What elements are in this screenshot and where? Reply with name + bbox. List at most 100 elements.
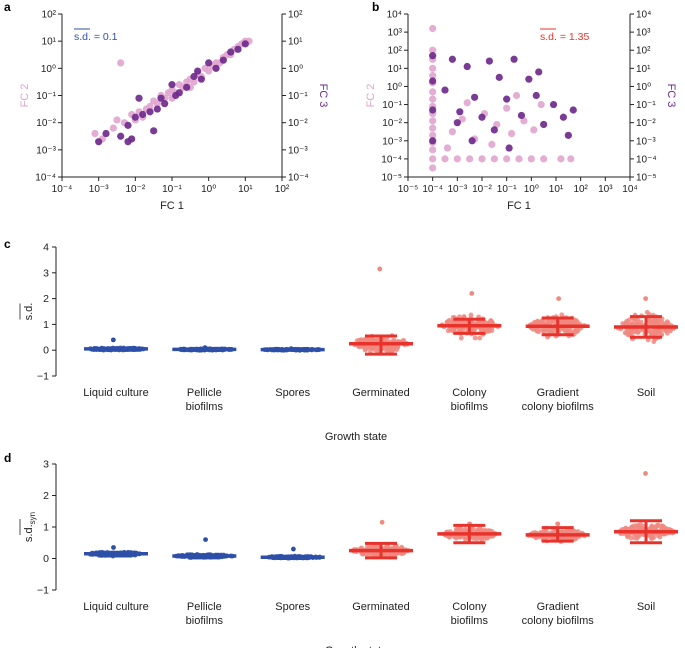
data-point <box>542 327 548 333</box>
data-point <box>647 328 653 334</box>
y-tick-label: 1 <box>43 522 49 534</box>
data-point-fc-3 <box>241 40 249 48</box>
y-tick-label-left: 10⁻³ <box>36 145 56 156</box>
data-point-fc-3 <box>535 68 543 76</box>
data-point-fc-2 <box>520 117 528 125</box>
data-point-fc-3 <box>463 62 471 71</box>
x-tick-label: 10¹ <box>549 184 564 195</box>
x-axis-label: FC 1 <box>507 200 531 212</box>
data-point <box>659 523 665 529</box>
category-label: Liquid culture <box>83 601 148 613</box>
y-tick-label-left: 10⁻² <box>36 118 56 129</box>
data-point-max <box>290 546 296 552</box>
data-point-fc-2 <box>429 164 437 172</box>
data-point <box>451 326 457 332</box>
data-point-max <box>556 296 562 301</box>
y-tick-label-left: 10⁻⁵ <box>381 173 402 184</box>
y-tick-label-left: 10¹ <box>388 64 403 75</box>
data-point <box>486 328 492 334</box>
data-point-fc-3 <box>525 75 533 83</box>
data-point-fc-2 <box>146 102 154 110</box>
data-point <box>382 346 388 352</box>
y-tick-label-left: 10⁻³ <box>382 136 402 147</box>
y-tick-label-right: 10⁻³ <box>636 136 656 147</box>
data-point-max <box>377 266 383 272</box>
data-point-fc-3 <box>234 45 242 53</box>
category-label: colony biofilms <box>522 615 595 627</box>
data-point-fc-2 <box>503 104 511 112</box>
x-tick-label: 10⁻² <box>472 184 492 195</box>
data-point-fc-2 <box>503 155 511 163</box>
data-point <box>479 327 485 333</box>
y-tick-label-right: 10⁻⁴ <box>288 173 309 184</box>
y-tick-label-left: 10² <box>42 10 57 21</box>
data-point <box>563 319 569 325</box>
y-axis-label-right: FC 3 <box>665 84 677 108</box>
data-point-fc-2 <box>429 46 437 54</box>
y-tick-label: 0 <box>43 553 49 565</box>
data-point-fc-3 <box>197 75 205 83</box>
data-point <box>391 346 397 352</box>
data-point-fc-2 <box>190 78 198 86</box>
data-point-fc-2 <box>109 124 117 132</box>
data-point-fc-2 <box>153 100 161 108</box>
data-point-fc-3 <box>503 95 511 103</box>
y-tick-label-left: 10⁰ <box>387 82 402 93</box>
data-point-fc-3 <box>175 89 183 97</box>
data-point <box>463 537 468 543</box>
data-point-fc-2 <box>429 131 437 139</box>
y-axis-label-left: FC 2 <box>19 84 31 108</box>
data-point-fc-3 <box>429 137 437 145</box>
category-label: biofilms <box>186 401 224 413</box>
data-point-fc-2 <box>205 67 213 75</box>
data-point-fc-3 <box>153 105 161 113</box>
data-point-fc-3 <box>212 64 220 72</box>
y-axis-label-right: FC 3 <box>317 84 329 108</box>
data-point-fc-3 <box>490 126 498 134</box>
y-tick-label-left: 10⁻¹ <box>382 100 402 111</box>
y-tick-label-left: 10⁻⁴ <box>381 154 402 165</box>
x-tick-label: 10⁻³ <box>447 184 467 195</box>
data-point <box>461 320 467 325</box>
data-point <box>477 335 483 341</box>
x-tick-label: 10⁰ <box>201 184 216 195</box>
y-axis-label-subscript: syn <box>28 512 37 524</box>
x-tick-label: 10⁻⁴ <box>422 184 443 195</box>
panel-label-d: d <box>4 451 11 465</box>
y-tick-label: 3 <box>43 459 49 471</box>
data-point <box>540 320 546 326</box>
chart-panel-c: −1 0 1 2 3 4 s.d. Liquid culture Pellicle biofilm… <box>19 242 678 443</box>
data-point-fc-3 <box>559 113 568 121</box>
data-point-fc-3 <box>219 56 227 64</box>
data-point <box>663 328 669 334</box>
data-point <box>657 328 662 334</box>
category-label: Soil <box>637 601 655 613</box>
data-point-fc-2 <box>478 155 486 163</box>
category-label: Gradient <box>537 601 579 613</box>
data-point <box>649 523 655 529</box>
data-point-max <box>643 471 648 476</box>
data-point-fc-2 <box>453 155 461 163</box>
panel-label-b: b <box>372 0 379 14</box>
data-point-fc-2 <box>113 116 121 124</box>
y-axis-label-left: FC 2 <box>365 84 377 108</box>
category-label: biofilms <box>451 401 489 413</box>
y-tick-label-right: 10³ <box>636 28 651 39</box>
data-point-fc-3 <box>453 119 461 127</box>
y-tick-label-left: 10⁻⁴ <box>35 173 56 184</box>
y-tick-label-right: 10⁴ <box>636 10 651 21</box>
y-tick-label-left: 10⁰ <box>41 64 56 75</box>
data-point-fc-2 <box>537 100 545 109</box>
y-tick-label: −1 <box>37 585 49 597</box>
x-tick-label: 10⁻³ <box>89 184 109 195</box>
data-point-fc-3 <box>441 86 449 94</box>
data-point <box>472 335 478 341</box>
category-label: Gradient <box>537 387 579 399</box>
y-axis-label: s.d.syn <box>23 512 37 542</box>
data-point-fc-3 <box>510 55 518 63</box>
data-point-fc-2 <box>458 115 466 123</box>
category-label: Soil <box>637 387 655 399</box>
data-point-fc-2 <box>466 155 474 163</box>
x-tick-label: 10¹ <box>238 184 253 195</box>
